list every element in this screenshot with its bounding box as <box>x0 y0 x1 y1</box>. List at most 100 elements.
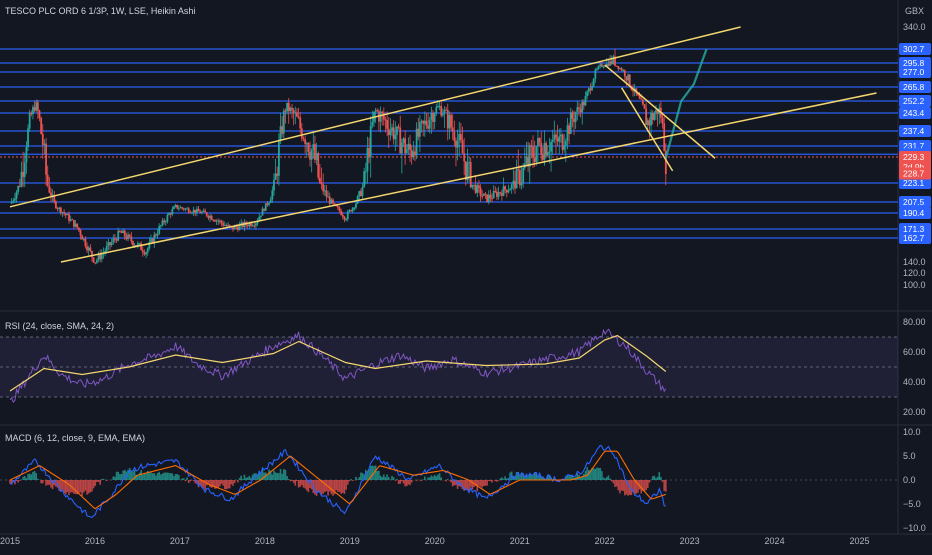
macd-histogram-bar <box>606 477 608 480</box>
candle-body <box>503 186 505 196</box>
macd-histogram-bar <box>149 473 151 480</box>
candle-body <box>268 203 270 205</box>
candle-body <box>594 70 596 79</box>
candle-body <box>25 147 27 162</box>
macd-histogram-bar <box>403 480 405 483</box>
candle-body <box>30 113 32 114</box>
price-tick-label: 140.0 <box>903 257 926 267</box>
macd-histogram-bar <box>217 480 219 488</box>
candle-body <box>470 162 472 187</box>
candle-body <box>309 152 311 160</box>
candle-body <box>109 242 111 245</box>
candle-body <box>260 216 262 217</box>
macd-histogram-bar <box>237 480 239 482</box>
candle-body <box>44 144 46 145</box>
price-pane[interactable] <box>0 27 898 264</box>
candle-body <box>27 129 29 148</box>
candle-body <box>122 231 124 233</box>
candle-body <box>70 219 72 221</box>
candle-body <box>586 92 588 96</box>
candle-body <box>422 121 424 124</box>
candle-body <box>427 126 429 129</box>
macd-histogram-bar <box>345 480 347 490</box>
macd-histogram-bar <box>335 480 337 490</box>
candle-body <box>588 88 590 91</box>
candle-body <box>401 142 403 153</box>
candle-body <box>332 200 334 204</box>
candle-body <box>175 205 177 207</box>
candle-body <box>65 213 67 215</box>
candle-body <box>544 143 546 160</box>
candle-body <box>647 120 649 125</box>
candle-body <box>98 254 100 260</box>
macd-histogram-bar <box>31 474 33 480</box>
macd-histogram-bar <box>249 476 251 480</box>
candle-body <box>360 191 362 196</box>
macd-histogram-bar <box>467 480 469 490</box>
time-tick-label: 2024 <box>765 536 785 546</box>
candle-body <box>642 100 644 105</box>
candle-body <box>488 195 490 202</box>
macd-histogram-bar <box>329 480 331 492</box>
rsi-pane[interactable] <box>0 329 898 402</box>
macd-histogram-bar <box>644 480 646 492</box>
candle-body <box>96 260 98 262</box>
rsi-title: RSI (24, close, SMA, 24, 2) <box>5 321 114 331</box>
macd-histogram-bar <box>298 480 300 487</box>
macd-histogram-bar <box>224 480 226 489</box>
macd-histogram-bar <box>140 470 142 480</box>
candle-body <box>34 107 36 111</box>
candle-body <box>19 186 21 187</box>
candle-body <box>170 214 172 215</box>
macd-tick-label: 5.0 <box>903 451 916 461</box>
candle-body <box>473 185 475 186</box>
macd-histogram-bar <box>34 471 36 480</box>
candle-body <box>557 138 559 141</box>
macd-histogram-bar <box>227 480 229 489</box>
candle-body <box>485 194 487 195</box>
candle-body <box>330 200 332 204</box>
candle-body <box>329 197 331 204</box>
candle-body <box>212 220 214 221</box>
macd-histogram-bar <box>281 474 283 480</box>
macd-histogram-bar <box>409 480 411 485</box>
macd-histogram-bar <box>404 480 406 486</box>
macd-histogram-bar <box>637 480 639 493</box>
macd-histogram-bar <box>593 468 595 480</box>
macd-histogram-bar <box>165 473 167 480</box>
candle-body <box>314 144 316 160</box>
macd-histogram-bar <box>303 480 305 488</box>
macd-histogram-bar <box>45 480 47 486</box>
macd-histogram-bar <box>665 480 667 492</box>
candle-body <box>112 239 114 243</box>
candle-body <box>40 118 42 134</box>
candle-body <box>471 185 473 188</box>
rsi-tick-label: 80.00 <box>903 317 926 327</box>
macd-histogram-bar <box>88 480 90 493</box>
macd-histogram-bar <box>186 477 188 480</box>
candle-body <box>304 139 306 143</box>
time-tick-label: 2016 <box>85 536 105 546</box>
candle-body <box>311 150 313 160</box>
macd-histogram-bar <box>278 473 280 480</box>
rsi-tick-label: 60.00 <box>903 347 926 357</box>
candle-body <box>506 190 508 193</box>
candle-body <box>552 140 554 142</box>
candle-body <box>555 135 557 138</box>
macd-histogram-bar <box>649 480 651 483</box>
macd-histogram-bar <box>188 480 190 483</box>
candle-body <box>547 152 549 156</box>
macd-histogram-bar <box>344 480 346 494</box>
macd-histogram-bar <box>62 480 64 490</box>
candle-body <box>288 103 290 111</box>
candle-body <box>209 216 211 218</box>
candle-body <box>371 122 373 126</box>
candle-body <box>432 113 434 122</box>
macd-histogram-bar <box>611 480 613 481</box>
macd-histogram-bar <box>35 473 37 480</box>
candle-body <box>255 224 257 226</box>
candle-body <box>273 180 275 191</box>
candle-body <box>229 225 231 226</box>
macd-histogram-bar <box>385 477 387 480</box>
